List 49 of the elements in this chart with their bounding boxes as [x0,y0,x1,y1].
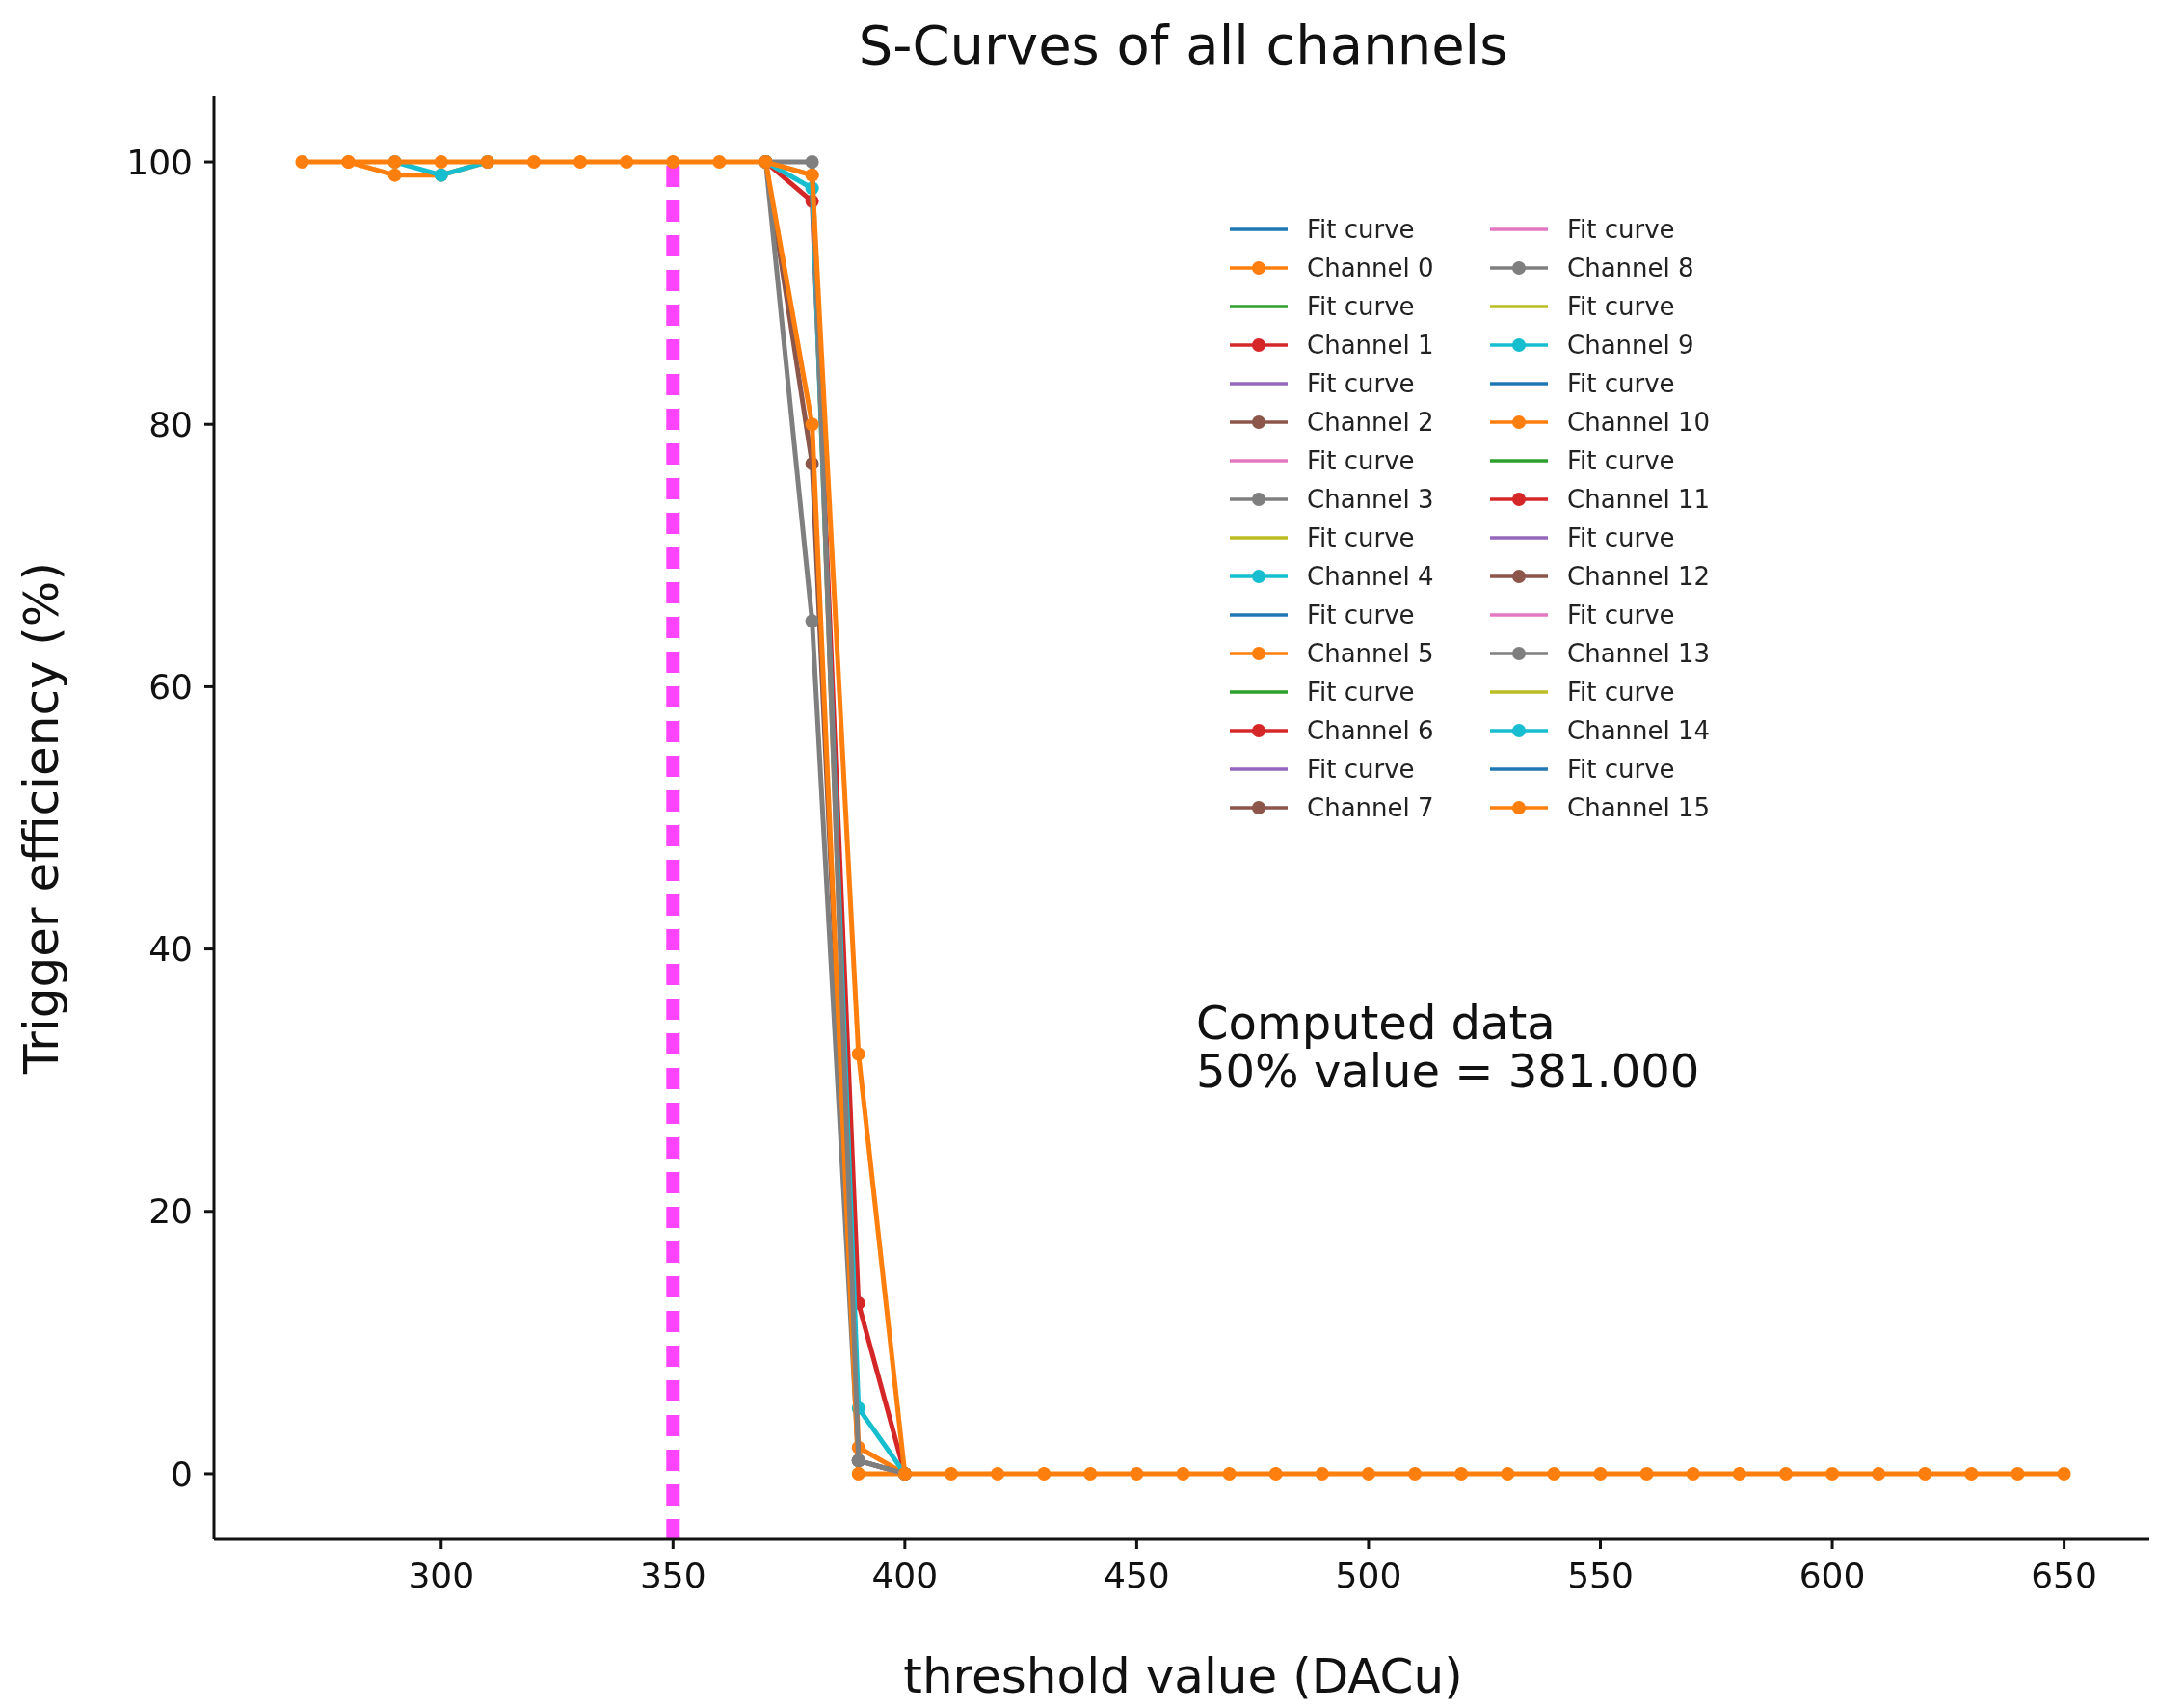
legend-label: Fit curve [1307,369,1415,399]
x-tick-label: 300 [408,1556,475,1595]
legend-label: Fit curve [1567,292,1675,322]
legend-label: Channel 14 [1567,716,1711,746]
legend-label: Channel 15 [1567,793,1711,823]
legend-label: Channel 8 [1567,254,1694,283]
legend-label: Channel 5 [1307,639,1434,669]
legend-label: Fit curve [1307,292,1415,322]
x-tick-label: 500 [1335,1556,1402,1595]
legend-label: Fit curve [1307,600,1415,630]
y-tick-label: 60 [148,667,193,707]
legend-label: Fit curve [1567,523,1675,553]
legend-label: Fit curve [1307,523,1415,553]
y-axis-title: Trigger efficiency (%) [13,562,69,1075]
legend-label: Channel 11 [1567,485,1711,515]
legend-label: Fit curve [1307,678,1415,707]
legend-label: Fit curve [1567,755,1675,785]
legend-label: Fit curve [1567,446,1675,476]
y-tick-label: 100 [126,142,193,182]
legend-label: Channel 3 [1307,485,1434,515]
y-tick-label: 40 [148,929,193,970]
x-tick-label: 600 [1798,1556,1866,1595]
legend-label: Channel 2 [1307,408,1434,438]
legend-label: Fit curve [1307,446,1415,476]
x-tick-label: 650 [2031,1556,2097,1595]
legend-label: Channel 6 [1307,716,1434,746]
legend-label: Fit curve [1567,215,1675,245]
legend-label: Channel 4 [1307,562,1434,592]
chart-title: S-Curves of all channels [858,13,1508,76]
legend-label: Channel 1 [1307,331,1434,360]
legend-label: Channel 9 [1567,331,1694,360]
legend-label: Fit curve [1567,600,1675,630]
x-tick-label: 400 [871,1556,939,1595]
legend-label: Channel 0 [1307,254,1434,283]
x-tick-label: 450 [1104,1556,1170,1595]
legend-label: Fit curve [1307,215,1415,245]
x-tick-label: 350 [639,1556,706,1595]
legend-label: Channel 13 [1567,639,1711,669]
y-tick-label: 20 [148,1191,193,1232]
legend-label: Fit curve [1307,755,1415,785]
legend-label: Channel 10 [1567,408,1711,438]
legend-label: Fit curve [1567,678,1675,707]
y-tick-label: 0 [171,1454,193,1494]
legend-label: Fit curve [1567,369,1675,399]
legend-label: Channel 7 [1307,793,1434,823]
legend-label: Channel 12 [1567,562,1711,592]
y-tick-label: 80 [148,404,193,444]
x-axis-title: threshold value (DACu) [903,1648,1463,1704]
x-tick-label: 550 [1567,1556,1634,1595]
